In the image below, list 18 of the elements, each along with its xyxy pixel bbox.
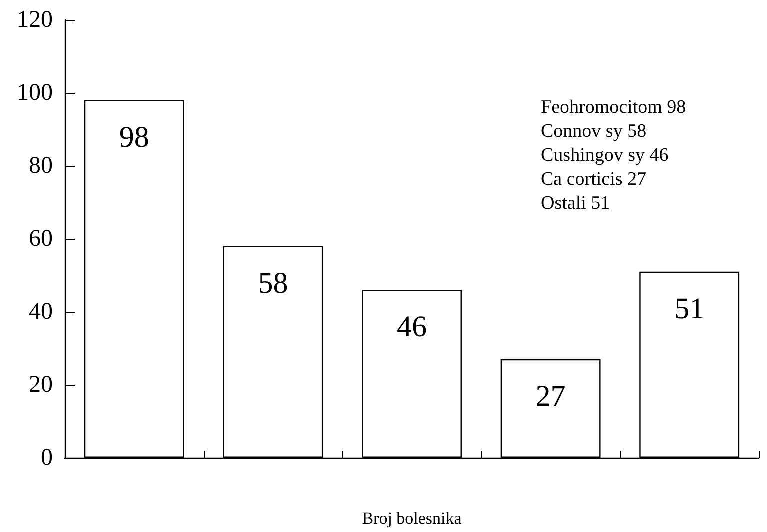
y-tick-label: 80 (29, 153, 53, 179)
annotation: Ostali 51 (541, 193, 610, 214)
annotation: Connov sy 58 (541, 121, 647, 142)
y-tick-label: 20 (29, 372, 53, 398)
data-label: 27 (536, 380, 566, 413)
y-tick-label: 100 (17, 80, 53, 106)
data-label: 98 (119, 120, 150, 154)
annotation: Cushingov sy 46 (541, 145, 669, 166)
annotation: Feohromocitom 98 (541, 97, 686, 118)
annotation: Ca corticis 27 (541, 169, 647, 190)
y-tick-label: 60 (29, 226, 53, 252)
x-axis-title: Broj bolesnika (362, 509, 462, 528)
data-label: 51 (674, 292, 705, 326)
y-tick-label: 120 (17, 7, 53, 33)
y-tick-label: 0 (41, 445, 53, 471)
data-label: 58 (258, 266, 288, 300)
y-tick-label: 40 (29, 299, 53, 325)
data-label: 46 (397, 310, 427, 344)
